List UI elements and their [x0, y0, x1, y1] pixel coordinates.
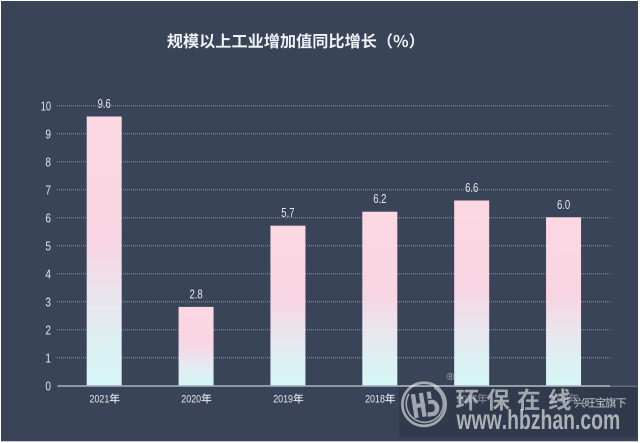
- svg-text:10: 10: [41, 98, 51, 113]
- svg-text:5: 5: [45, 238, 51, 253]
- svg-text:9: 9: [45, 126, 51, 141]
- svg-text:6: 6: [45, 210, 51, 225]
- svg-text:8: 8: [45, 154, 51, 169]
- svg-text:®: ®: [447, 371, 455, 383]
- svg-text:6.6: 6.6: [465, 180, 478, 195]
- svg-text:3: 3: [45, 294, 51, 309]
- svg-text:5.7: 5.7: [281, 205, 294, 220]
- svg-text:4: 4: [45, 266, 51, 281]
- svg-text:6.2: 6.2: [373, 191, 386, 206]
- svg-text:2.8: 2.8: [190, 286, 203, 301]
- svg-text:6.0: 6.0: [557, 197, 570, 212]
- svg-text:7: 7: [45, 182, 51, 197]
- svg-text:1: 1: [45, 350, 51, 365]
- svg-text:9.6: 9.6: [98, 96, 111, 111]
- svg-text:2018: 2018: [365, 394, 385, 406]
- svg-text:2020: 2020: [181, 394, 201, 406]
- svg-text:2: 2: [45, 322, 51, 337]
- svg-text:0: 0: [45, 378, 51, 393]
- svg-text:2021: 2021: [90, 394, 110, 406]
- svg-text:2019: 2019: [273, 394, 293, 406]
